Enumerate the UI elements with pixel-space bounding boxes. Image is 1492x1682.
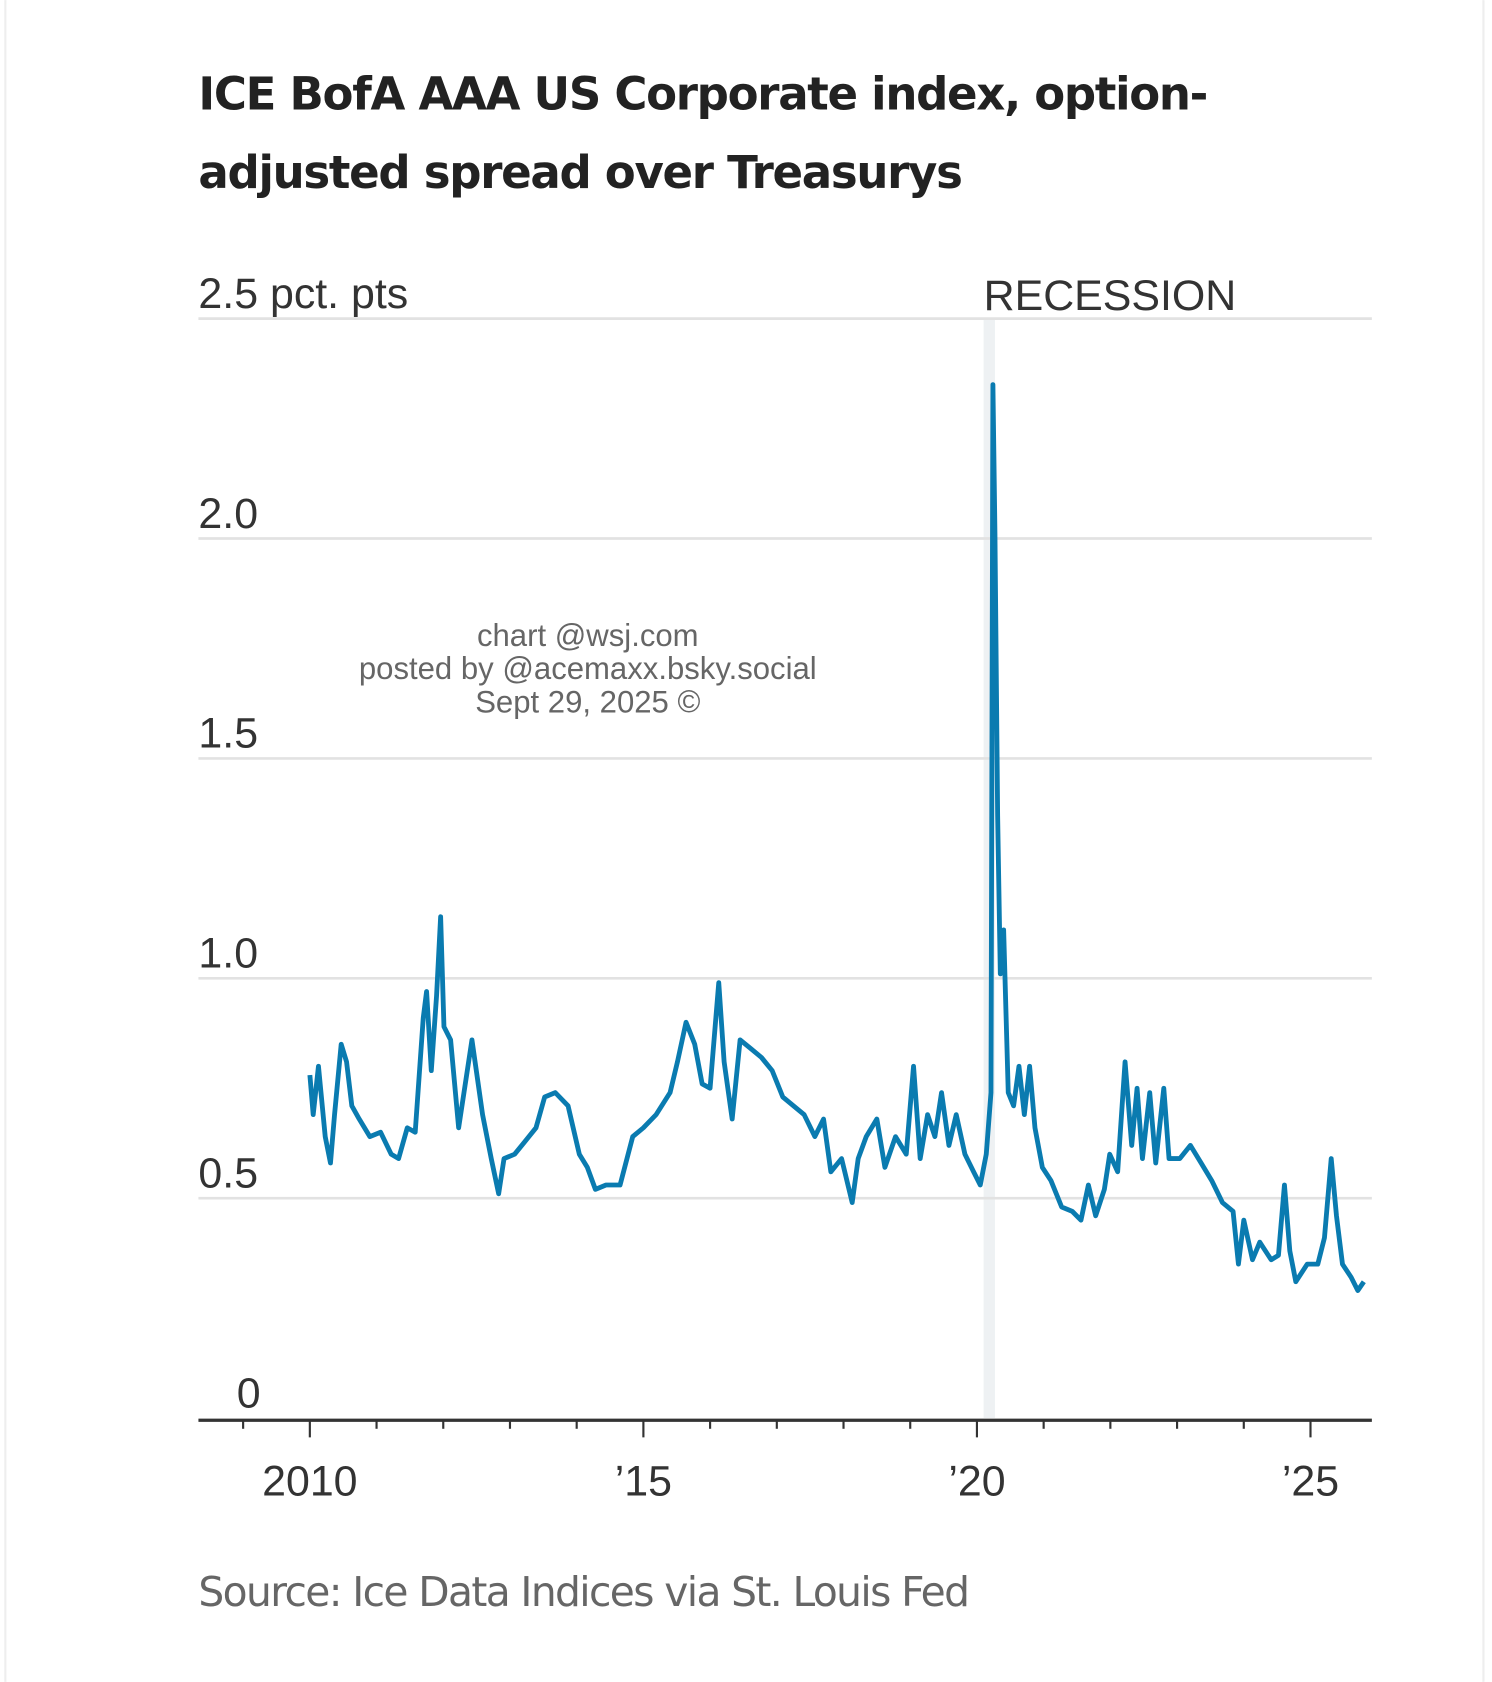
x-tick-label: ’15 (615, 1457, 672, 1505)
chart-title-line-2: adjusted spread over Treasurys (198, 146, 961, 199)
chart-title-line-1: ICE BofA AAA US Corporate index, option- (198, 67, 1207, 120)
x-tick-label: ’25 (1282, 1457, 1339, 1505)
y-tick-label: 2.5 pct. pts (198, 270, 408, 318)
watermark: chart @wsj.com posted by @acemaxx.bsky.s… (359, 618, 817, 720)
y-axis-labels: 0 0.5 1.0 1.5 2.0 2.5 pct. pts (198, 270, 408, 1417)
source-note: Source: Ice Data Indices via St. Louis F… (198, 1568, 968, 1616)
watermark-line-1: chart @wsj.com (477, 618, 699, 653)
series-line-aaa-spread (307, 382, 1366, 1293)
y-tick-label: 2.0 (198, 490, 258, 538)
y-tick-label: 0 (237, 1369, 261, 1417)
recession-label: RECESSION (984, 272, 1237, 320)
watermark-line-3: Sept 29, 2025 © (475, 684, 700, 719)
y-tick-label: 1.5 (198, 710, 258, 758)
gridlines (198, 317, 1372, 1200)
y-tick-label: 1.0 (198, 930, 258, 978)
watermark-line-2: posted by @acemaxx.bsky.social (359, 651, 817, 686)
x-tick-label: 2010 (262, 1457, 357, 1505)
y-tick-label: 0.5 (198, 1149, 258, 1197)
x-axis-ticks: 2010 ’15 ’20 ’25 (242, 1420, 1339, 1505)
x-tick-label: ’20 (948, 1457, 1005, 1505)
